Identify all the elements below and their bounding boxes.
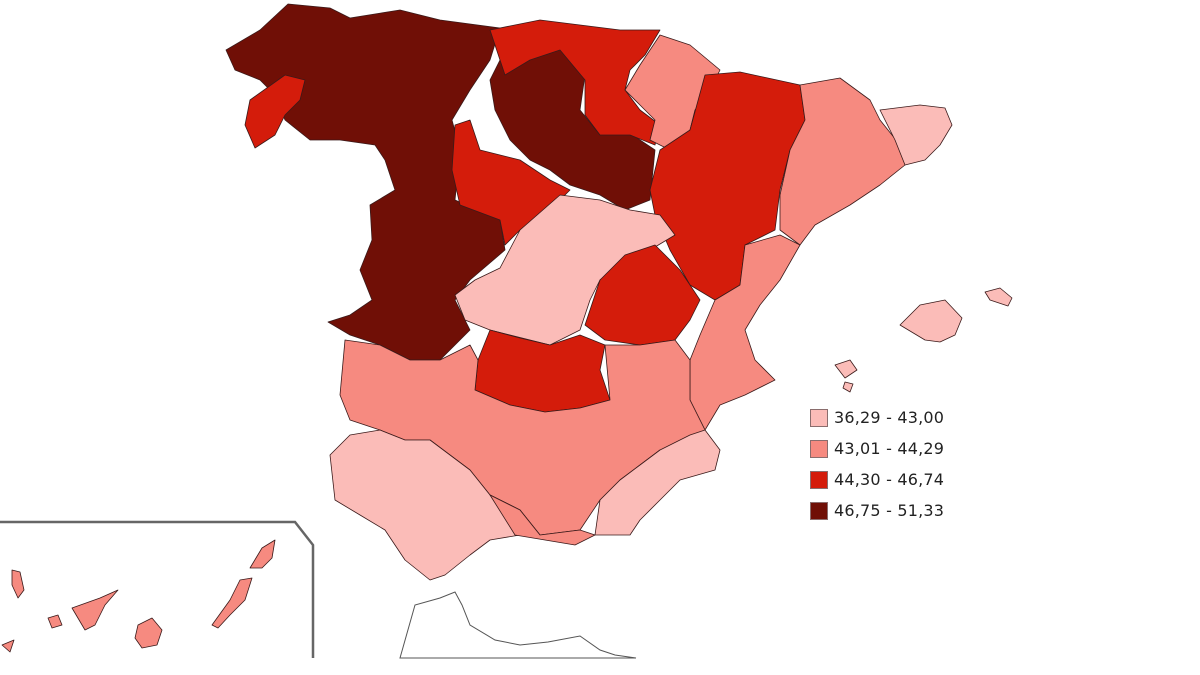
island-gomera — [47, 614, 63, 629]
island-gran-canaria — [134, 617, 163, 649]
map-legend: 36,29 - 43,00 43,01 - 44,29 44,30 - 46,7… — [810, 402, 944, 526]
canary-inset-frame — [0, 520, 315, 658]
legend-label: 43,01 - 44,29 — [834, 439, 945, 458]
island-formentera — [842, 381, 854, 393]
region-valencia — [689, 234, 801, 431]
region-granada — [489, 494, 596, 546]
island-menorca — [984, 287, 1013, 307]
island-fuerteventura — [211, 577, 253, 629]
island-lanzarote — [249, 539, 276, 569]
legend-swatch — [810, 408, 828, 427]
region-pontevedra — [244, 74, 306, 149]
region-cataluna — [779, 77, 906, 246]
region-madrid — [454, 194, 676, 346]
island-tenerife — [71, 589, 119, 631]
region-almeria — [594, 429, 721, 536]
legend-item: 44,30 - 46,74 — [810, 464, 944, 495]
legend-swatch — [810, 501, 828, 520]
legend-swatch — [810, 470, 828, 489]
island-hierro — [1, 639, 15, 653]
island-mallorca — [899, 299, 963, 343]
island-ibiza — [834, 359, 858, 379]
legend-label: 46,75 - 51,33 — [834, 501, 945, 520]
region-girona — [879, 104, 953, 166]
legend-item: 43,01 - 44,29 — [810, 433, 944, 464]
legend-swatch — [810, 439, 828, 458]
legend-item: 36,29 - 43,00 — [810, 402, 944, 433]
legend-label: 36,29 - 43,00 — [834, 408, 945, 427]
legend-label: 44,30 - 46,74 — [834, 470, 945, 489]
north-africa-outline — [399, 591, 637, 659]
legend-item: 46,75 - 51,33 — [810, 495, 944, 526]
island-la-palma — [11, 569, 25, 599]
region-cuenca — [584, 244, 701, 346]
